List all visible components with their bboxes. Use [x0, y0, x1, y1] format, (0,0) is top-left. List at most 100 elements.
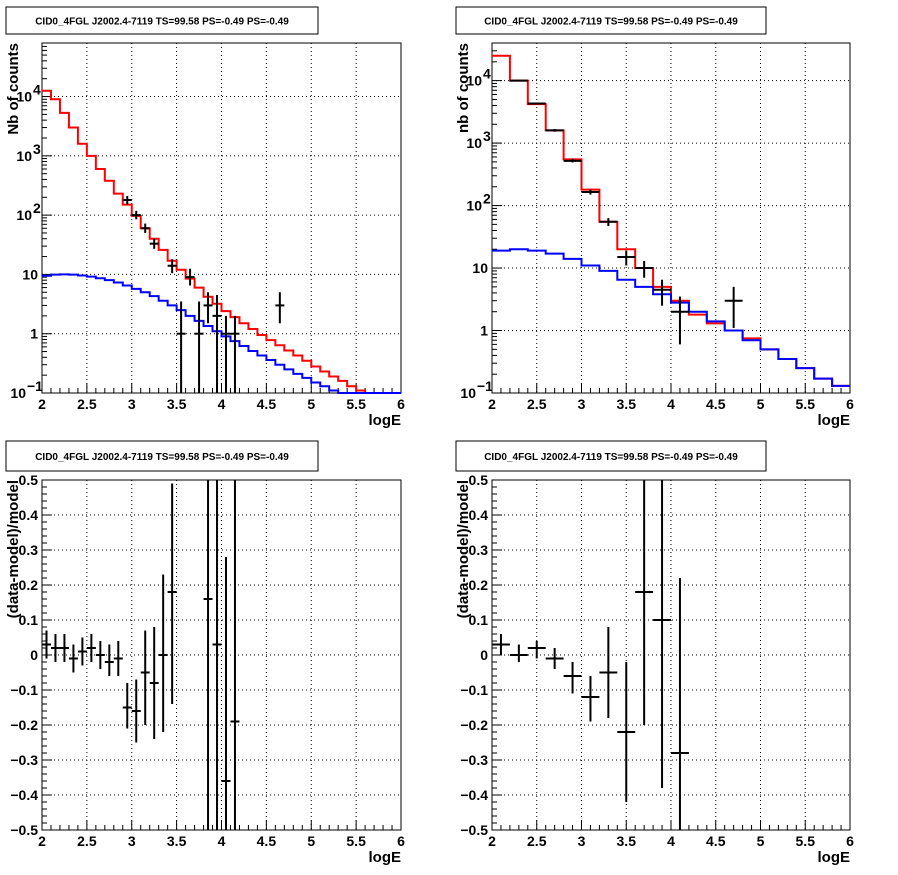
data-point — [77, 637, 87, 666]
chart-title-box — [455, 440, 767, 472]
x-tick-label: 4.5 — [706, 396, 726, 412]
data-point — [617, 250, 636, 266]
y-tick-label: 10 — [466, 135, 482, 151]
chart-title: CID0_4FGL J2002.4-7119 TS=99.58 PS=-0.49… — [35, 17, 289, 28]
x-tick-label: 5.5 — [796, 833, 816, 849]
y-tick-label: 0.3 — [19, 542, 39, 558]
data-point — [113, 641, 123, 676]
data-point — [599, 627, 618, 718]
x-tick-label: 5 — [307, 396, 315, 412]
chart-title: CID0_4FGL J2002.4-7119 TS=99.58 PS=-0.49… — [484, 17, 738, 28]
y-tick-label: 10 — [466, 73, 482, 89]
x-axis-label: logE — [818, 849, 851, 866]
y-tick-exponent: 2 — [483, 191, 491, 207]
x-axis-label: logE — [369, 412, 402, 429]
chart-title: CID0_4FGL J2002.4-7119 TS=99.58 PS=-0.49… — [484, 452, 738, 463]
y-tick-label: 10 — [16, 207, 32, 223]
data-point — [104, 644, 114, 676]
x-tick-label: 2 — [488, 833, 496, 849]
x-axis-label: logE — [818, 412, 851, 429]
y-tick-label: 10 — [472, 260, 488, 276]
data-point — [275, 292, 285, 324]
y-tick-label: −0.1 — [460, 682, 488, 698]
x-tick-label: 4 — [667, 396, 675, 412]
data-point — [563, 158, 582, 163]
x-tick-label: 2.5 — [77, 396, 97, 412]
y-tick-label: 10 — [460, 385, 476, 401]
data-point — [149, 238, 159, 249]
y-tick-label: 0.3 — [469, 542, 489, 558]
data-point — [599, 218, 618, 227]
model-step-curve — [42, 89, 401, 394]
data-point — [581, 189, 600, 195]
y-tick-label: 0.2 — [19, 577, 39, 593]
chart-title: CID0_4FGL J2002.4-7119 TS=99.58 PS=-0.49… — [35, 452, 289, 463]
y-tick-label: −0.5 — [10, 822, 38, 838]
y-tick-label: 1 — [480, 323, 488, 339]
y-tick-label: 10 — [16, 89, 32, 105]
x-tick-label: 3.5 — [167, 396, 187, 412]
chart-title-box — [455, 6, 767, 35]
y-tick-label: 0 — [30, 647, 38, 663]
data-point — [527, 641, 546, 659]
data-point — [131, 679, 141, 743]
x-tick-label: 5.5 — [346, 396, 366, 412]
data-point — [185, 268, 195, 286]
data-point — [212, 480, 222, 830]
x-tick-label: 3.5 — [617, 396, 637, 412]
data-point — [212, 294, 222, 393]
x-tick-label: 3 — [578, 396, 586, 412]
x-tick-label: 3 — [578, 833, 586, 849]
data-point — [86, 634, 96, 662]
y-tick-label: 0.4 — [469, 507, 489, 523]
data-point — [140, 223, 150, 233]
data-point — [131, 210, 141, 220]
x-tick-label: 5 — [757, 833, 765, 849]
y-tick-label: −0.4 — [460, 787, 488, 803]
data-point — [176, 301, 186, 393]
y-tick-label: 0.4 — [19, 507, 39, 523]
data-point — [653, 480, 671, 788]
x-tick-label: 4 — [218, 833, 226, 849]
y-tick-exponent: 3 — [483, 128, 491, 144]
y-tick-label: −0.1 — [10, 682, 38, 698]
x-tick-label: 6 — [846, 833, 854, 849]
x-tick-label: 6 — [397, 833, 405, 849]
x-tick-label: 4 — [218, 396, 226, 412]
model-step-curve — [42, 273, 401, 394]
data-point — [617, 662, 636, 802]
y-tick-label: 0.1 — [19, 612, 39, 628]
y-tick-exponent: 4 — [33, 82, 41, 98]
data-point — [221, 557, 231, 830]
y-tick-label: 0.5 — [19, 472, 39, 488]
y-tick-label: 10 — [16, 148, 32, 164]
x-tick-label: 4.5 — [257, 833, 277, 849]
y-tick-label: 0.5 — [469, 472, 489, 488]
data-point — [671, 578, 689, 830]
data-point — [122, 196, 132, 205]
y-tick-exponent: 4 — [483, 66, 491, 82]
data-point — [95, 641, 105, 669]
y-tick-label: −0.3 — [10, 752, 38, 768]
x-tick-label: 3.5 — [617, 833, 637, 849]
x-tick-label: 2.5 — [77, 833, 97, 849]
data-point — [563, 662, 582, 694]
data-point — [140, 630, 150, 725]
data-point — [122, 683, 132, 729]
data-point — [149, 627, 159, 739]
x-tick-label: 6 — [846, 396, 854, 412]
x-tick-label: 4 — [667, 833, 675, 849]
data-point — [509, 79, 528, 82]
y-tick-label: −0.5 — [460, 822, 488, 838]
chart-panel-1: CID0_4FGL J2002.4-7119 TS=99.58 PS=-0.49… — [5, 6, 405, 429]
y-tick-label: −0.3 — [460, 752, 488, 768]
x-tick-label: 2 — [38, 396, 46, 412]
y-tick-label: 10 — [22, 266, 38, 282]
x-tick-label: 5.5 — [796, 396, 816, 412]
y-tick-label: 1 — [30, 326, 38, 342]
data-point — [230, 480, 240, 830]
x-tick-label: 2.5 — [527, 396, 547, 412]
data-point — [724, 286, 743, 328]
data-point — [671, 296, 689, 345]
y-tick-label: 0 — [480, 647, 488, 663]
